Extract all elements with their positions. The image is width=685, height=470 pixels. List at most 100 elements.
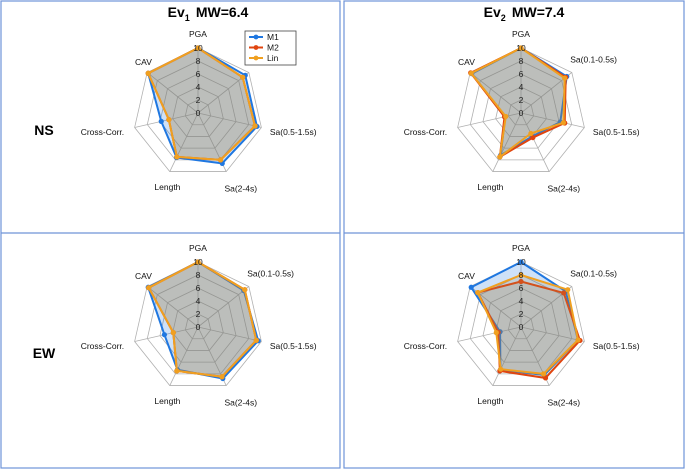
series-m1-point (468, 284, 474, 290)
grid-ring (184, 99, 212, 126)
grid-ring (495, 86, 547, 137)
axis-label: Sa(0.1-0.5s) (570, 54, 617, 64)
tick-label: 0 (196, 322, 201, 332)
series-lin-point (252, 123, 258, 129)
series-m1-area (147, 47, 258, 165)
legend-marker-lin (253, 55, 259, 61)
series-lin-point (170, 330, 176, 336)
grid-ring (134, 261, 262, 386)
axis-label: Sa(0.5-1.5s) (593, 341, 640, 351)
axis-label: Sa(0.5-1.5s) (593, 127, 640, 137)
series-lin-point (217, 157, 224, 163)
axis-label: Cross-Corr. (404, 341, 447, 351)
tick-label: 4 (196, 296, 201, 306)
radar-panel-ev2-ns: 0 2 4 6 8 10 PGA Sa(0.1-0.5s) Sa(0.5-1.5s) Sa(2-4… (404, 29, 640, 194)
series-lin-point (240, 74, 246, 80)
axis-label: Sa(0.1-0.5s) (570, 268, 617, 278)
grid-spoke (469, 72, 522, 114)
grid-spoke (197, 326, 262, 342)
series-lin-point (498, 366, 504, 372)
axis-label: Sa(2-4s) (224, 184, 257, 194)
panel-frame-ev2 (343, 0, 685, 469)
tick-label: 10 (193, 257, 203, 267)
series-lin-point (219, 374, 225, 380)
series-m1-point (518, 259, 524, 265)
series-m1-point (158, 118, 164, 124)
series-lin-point (493, 330, 499, 336)
grid-spoke (169, 326, 199, 386)
tick-label: 0 (196, 108, 201, 118)
series-lin-area (470, 47, 566, 158)
series-lin-area (147, 261, 258, 378)
tick-label: 0 (519, 108, 524, 118)
title-ev1: Ev1 MW=6.4 (168, 4, 249, 23)
title-ev2: Ev2 MW=7.4 (484, 4, 565, 23)
grid-ring (482, 73, 560, 149)
grid-spoke (197, 286, 250, 328)
series-lin-point (565, 287, 571, 293)
tick-label: 8 (519, 270, 524, 280)
grid-spoke (146, 72, 199, 114)
axis-label: PGA (512, 243, 530, 253)
grid-spoke (520, 326, 585, 342)
grid-ring (469, 60, 573, 161)
axis-label: Sa(0.5-1.5s) (270, 127, 317, 137)
series-lin-point (503, 113, 509, 120)
grid-spoke (169, 112, 199, 172)
grid-spoke (197, 112, 262, 128)
radar-panel-ev2-ew: 0 2 4 6 8 10 PGA Sa(0.1-0.5s) Sa(0.5-1.5s) Sa(2-4… (404, 243, 640, 408)
grid-ring (507, 313, 535, 340)
radar-panel-ev1-ew: 0 2 4 6 8 10 PGA Sa(0.1-0.5s) Sa(0.5-1.5s) Sa(2-4… (81, 243, 317, 408)
tick-label: 2 (196, 95, 201, 105)
axis-label: Sa(0.1-0.5s) (247, 268, 294, 278)
axis-label: PGA (512, 29, 530, 39)
series-lin-point (528, 130, 534, 137)
series-lin-point (166, 117, 172, 123)
legend-label-m1: M1 (267, 32, 279, 42)
grid-spoke (457, 112, 522, 128)
series-lin-point (562, 75, 568, 81)
series-m2-point (561, 290, 567, 296)
tick-label: 8 (196, 56, 201, 66)
series-lin-point (242, 287, 248, 293)
axis-label: Length (154, 396, 180, 406)
series-lin-point (468, 70, 474, 76)
grid-ring (172, 300, 224, 351)
tick-label: 2 (519, 95, 524, 105)
grid-ring (457, 47, 585, 172)
axis-label: Sa(2-4s) (547, 184, 580, 194)
series-lin-point (518, 45, 524, 51)
tick-label: 10 (516, 43, 526, 53)
grid-ring (172, 86, 224, 137)
tick-label: 2 (519, 309, 524, 319)
axis-label: Sa(2-4s) (547, 398, 580, 408)
series-m1-point (161, 332, 168, 338)
grid-spoke (457, 326, 522, 342)
axis-label: PGA (189, 29, 207, 39)
grid-spoke (146, 286, 199, 328)
row-label-ew: EW (33, 345, 56, 361)
grid-ring (159, 287, 237, 363)
axis-label: Cross-Corr. (81, 127, 124, 137)
series-lin-area (476, 274, 580, 375)
grid-spoke (520, 112, 550, 172)
axis-label: Cross-Corr. (404, 127, 447, 137)
grid-spoke (520, 112, 585, 128)
radar-panel-ev1-ns: 0246810PGASa(0.1-0.5s)Sa(0.5-1.5s)Sa(2-4… (81, 29, 317, 194)
series-m2-point (518, 278, 524, 285)
grid-ring (159, 73, 237, 149)
axis-label: Sa(2-4s) (224, 398, 257, 408)
grid-ring (457, 261, 585, 386)
tick-label: 6 (196, 69, 201, 79)
tick-label: 8 (519, 56, 524, 66)
tick-label: 8 (196, 270, 201, 280)
series-lin-point (475, 289, 481, 296)
tick-label: 4 (196, 82, 201, 92)
tick-label: 10 (516, 257, 526, 267)
tick-label: 6 (196, 283, 201, 293)
grid-ring (507, 99, 535, 126)
tick-label: 6 (519, 69, 524, 79)
series-lin-point (497, 154, 503, 160)
legend-label-m2: M2 (267, 43, 279, 53)
